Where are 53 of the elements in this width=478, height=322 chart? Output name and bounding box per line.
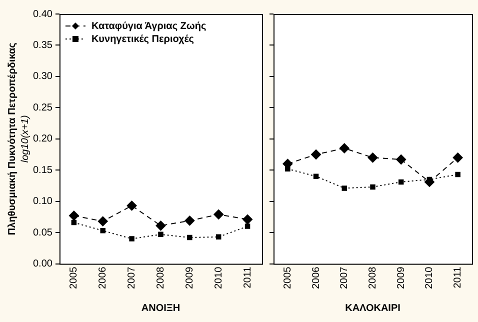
x-tick-label: 2007 bbox=[339, 266, 350, 290]
point bbox=[129, 236, 134, 242]
x-axis-title: ΑΝΟΙΞΗ bbox=[141, 302, 180, 314]
point bbox=[158, 232, 164, 238]
point bbox=[71, 220, 77, 226]
x-tick-label: 2005 bbox=[282, 266, 294, 290]
x-tick-label: 2011 bbox=[242, 266, 254, 288]
legend-label: Κυνηγετικές Περιοχές bbox=[91, 34, 194, 45]
point bbox=[100, 228, 106, 234]
point bbox=[126, 200, 137, 211]
legend-label: Καταφύγια Άγριας Ζωής bbox=[91, 20, 206, 32]
x-tick-label: 2007 bbox=[126, 266, 138, 290]
x-tick-label: 2006 bbox=[98, 266, 109, 290]
y-tick-label: 0.30 bbox=[32, 71, 53, 82]
x-tick-label: 2011 bbox=[452, 266, 464, 288]
point bbox=[311, 149, 322, 160]
y-tick-label: 0.10 bbox=[32, 196, 53, 208]
point bbox=[368, 152, 378, 163]
point bbox=[68, 210, 79, 221]
y-tick-label: 0.25 bbox=[32, 102, 53, 114]
point bbox=[244, 224, 250, 229]
point bbox=[455, 172, 460, 178]
x-tick-label: 2008 bbox=[368, 266, 378, 290]
point bbox=[216, 234, 222, 240]
x-tick-label: 2005 bbox=[68, 266, 80, 290]
point bbox=[396, 154, 406, 164]
y-tick-label: 0.35 bbox=[32, 40, 53, 51]
point bbox=[214, 209, 224, 220]
point bbox=[452, 152, 463, 163]
y-tick-label: 0.20 bbox=[32, 134, 53, 145]
y-tick-label: 0.00 bbox=[32, 258, 53, 270]
point bbox=[398, 179, 404, 185]
point bbox=[187, 234, 192, 240]
point bbox=[342, 186, 348, 191]
x-tick-label: 2010 bbox=[213, 266, 224, 290]
y-tick-label: 0.05 bbox=[32, 227, 53, 238]
point bbox=[242, 214, 253, 224]
point bbox=[339, 143, 350, 154]
point bbox=[285, 166, 290, 172]
x-axis-title: ΚΑΛΟΚΑΙΡΙ bbox=[345, 302, 401, 314]
x-tick-label: 2009 bbox=[396, 266, 407, 290]
point bbox=[98, 216, 108, 226]
x-tick-label: 2006 bbox=[310, 266, 322, 290]
point bbox=[370, 184, 376, 190]
point bbox=[156, 220, 166, 231]
x-tick-label: 2009 bbox=[184, 266, 196, 290]
y-axis-title: Πληθυσμιακή Πυκνότητα Πετροπέρδικας log10(x+1) bbox=[6, 42, 31, 236]
x-tick-label: 2008 bbox=[155, 266, 166, 290]
y-tick-label: 0.15 bbox=[32, 164, 53, 176]
point bbox=[313, 174, 319, 179]
x-tick-label: 2010 bbox=[424, 266, 436, 290]
y-tick-label: 0.40 bbox=[32, 8, 53, 20]
point bbox=[184, 216, 195, 226]
